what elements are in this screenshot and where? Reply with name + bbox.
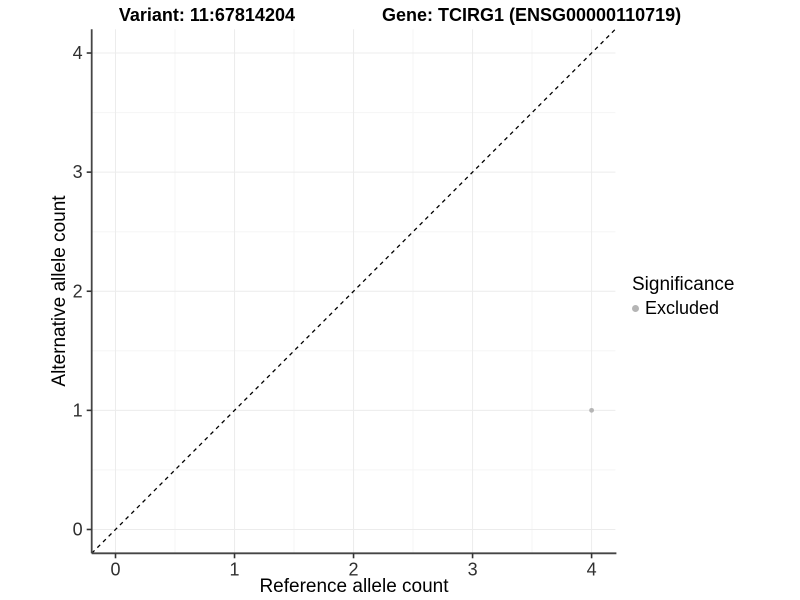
y-axis-title: Alternative allele count: [49, 195, 70, 387]
x-tick-label: 1: [230, 559, 240, 579]
legend: Significance Excluded: [632, 274, 734, 319]
legend-entry-label: Excluded: [645, 298, 720, 318]
legend-key-dot-icon: [632, 305, 639, 312]
legend-title: Significance: [632, 274, 735, 295]
x-tick-label: 0: [110, 559, 120, 579]
figure-title: Variant: 11:67814204 Gene: TCIRG1 (ENSG0…: [0, 5, 800, 26]
data-point: [589, 407, 594, 413]
y-tick-label: 2: [73, 281, 83, 301]
legend-entry-excluded: Excluded: [632, 298, 734, 319]
y-tick-label: 0: [73, 519, 83, 539]
x-tick-label: 3: [468, 559, 478, 579]
variant-title: Variant: 11:67814204: [118, 5, 295, 25]
x-tick-label: 4: [587, 559, 597, 579]
y-tick-label: 4: [73, 43, 83, 63]
y-tick-label: 3: [73, 162, 83, 182]
x-tick-label: 2: [349, 559, 359, 579]
x-axis-title: Reference allele count: [259, 576, 449, 597]
y-tick-label: 1: [73, 400, 83, 420]
identity-dashed-line: [91, 28, 616, 554]
gene-title: Gene: TCIRG1 (ENSG00000110719): [381, 5, 682, 25]
